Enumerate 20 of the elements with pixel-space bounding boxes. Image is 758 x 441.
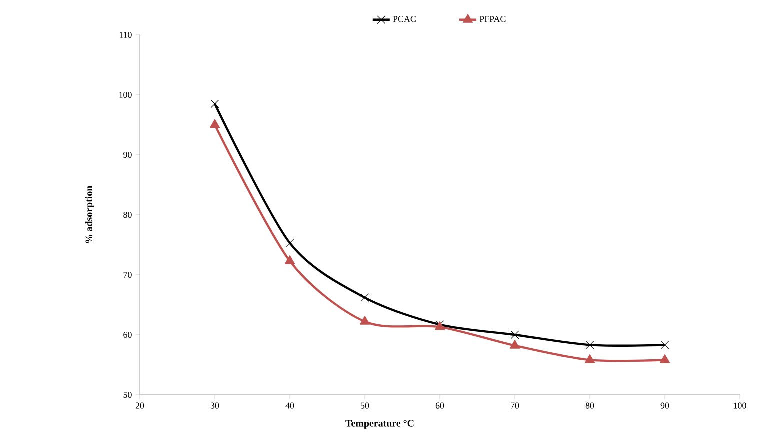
- y-tick-label: 110: [120, 32, 132, 38]
- y-tick-label: 60: [124, 332, 132, 338]
- y-tick-label: 70: [124, 272, 132, 278]
- y-tick-label: 100: [120, 92, 132, 98]
- legend-label: PFPAC: [480, 16, 506, 22]
- y-axis-title: % adsorption: [85, 186, 94, 244]
- x-tick-label: 50: [361, 402, 370, 409]
- x-tick-label: 70: [511, 402, 520, 409]
- y-tick-label: 50: [124, 392, 132, 398]
- x-tick-label: 20: [136, 402, 144, 409]
- legend-label: PCAC: [393, 16, 416, 22]
- y-tick-label: 90: [124, 152, 132, 158]
- x-axis-title: Temperature °C: [346, 420, 414, 429]
- x-tick-label: 80: [586, 402, 594, 409]
- x-tick-label: 100: [734, 402, 746, 409]
- x-tick-label: 60: [436, 402, 444, 409]
- x-tick-label: 30: [210, 402, 220, 409]
- x-tick-label: 40: [286, 402, 294, 409]
- y-tick-label: 80: [124, 212, 132, 218]
- x-tick-label: 90: [660, 402, 670, 409]
